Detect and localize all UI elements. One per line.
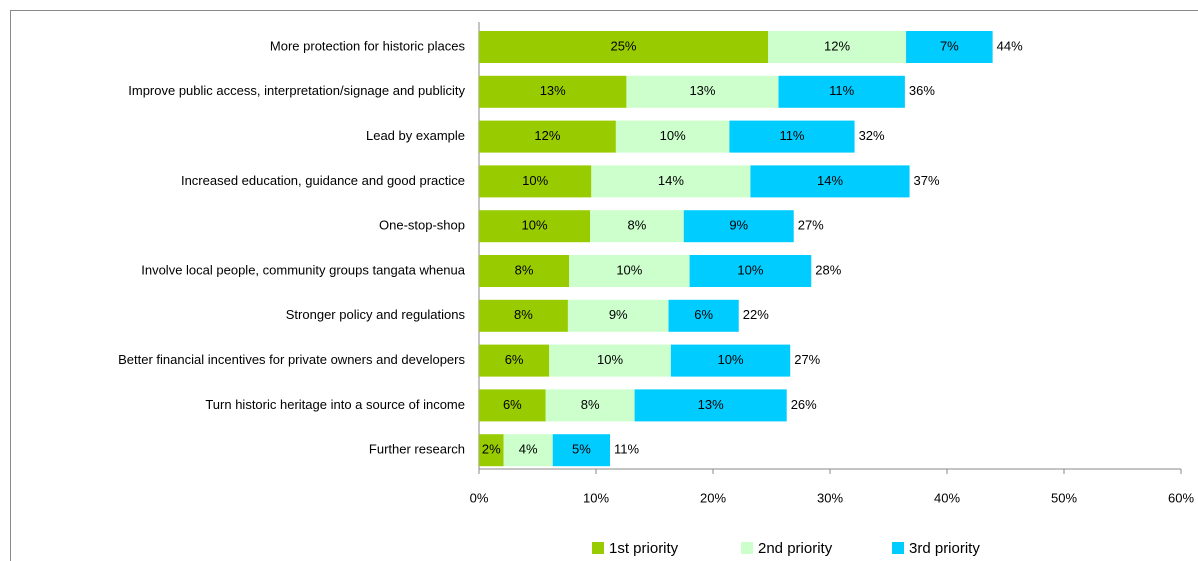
x-tick-label: 50%: [1051, 490, 1077, 505]
value-label: 9%: [609, 307, 628, 322]
legend-swatch: [592, 542, 604, 554]
value-label: 8%: [515, 262, 534, 277]
category-label: One-stop-shop: [379, 218, 465, 233]
bar-segment: [479, 344, 550, 377]
legend-swatch: [892, 542, 904, 554]
bar-segment: [479, 31, 768, 63]
value-label: 5%: [572, 442, 591, 457]
bar-segment: [729, 120, 855, 153]
value-label: 8%: [514, 307, 533, 322]
bar-segment: [767, 31, 907, 63]
value-label: 11%: [779, 128, 804, 143]
legend-label: 2nd priority: [758, 540, 833, 557]
value-label: 13%: [698, 397, 724, 412]
bar-segment: [545, 389, 635, 422]
category-label: Increased education, guidance and good p…: [181, 173, 465, 188]
bar-segment: [479, 434, 504, 467]
bar-segment: [668, 299, 739, 332]
bar-segment: [591, 165, 751, 198]
total-label: 44%: [997, 38, 1023, 53]
bar-segment: [590, 210, 684, 243]
value-label: 12%: [824, 38, 850, 53]
bar-segment: [479, 165, 592, 198]
bar-segment: [569, 255, 690, 287]
category-label: Stronger policy and regulations: [286, 307, 466, 322]
bar-segment: [479, 75, 627, 108]
bar-segment: [479, 389, 546, 422]
total-label: 32%: [859, 128, 885, 143]
x-tick-label: 40%: [934, 490, 960, 505]
value-label: 10%: [597, 352, 623, 367]
value-label: 8%: [581, 397, 600, 412]
value-label: 11%: [829, 83, 854, 98]
total-label: 37%: [914, 173, 940, 188]
x-tick-label: 60%: [1168, 490, 1194, 505]
bar-segment: [750, 165, 910, 198]
category-label: Improve public access, interpretation/si…: [128, 83, 465, 98]
bar-segment: [479, 210, 591, 243]
bar-segment: [479, 255, 570, 287]
value-label: 10%: [660, 128, 686, 143]
x-tick-label: 30%: [817, 490, 843, 505]
bar-segment: [670, 344, 791, 377]
legend-label: 1st priority: [609, 540, 679, 557]
value-label: 7%: [940, 38, 959, 53]
value-label: 4%: [519, 442, 538, 457]
value-label: 13%: [689, 83, 715, 98]
value-label: 10%: [616, 262, 642, 277]
value-label: 9%: [729, 218, 748, 233]
bar-segment: [683, 210, 794, 243]
total-label: 27%: [794, 352, 820, 367]
value-label: 14%: [817, 173, 843, 188]
bar-segment: [689, 255, 812, 287]
category-label: Further research: [369, 442, 465, 457]
value-label: 10%: [522, 218, 548, 233]
bar-segment: [634, 389, 787, 422]
value-label: 13%: [540, 83, 566, 98]
total-label: 27%: [798, 218, 824, 233]
total-label: 36%: [909, 83, 935, 98]
category-label: Involve local people, community groups t…: [141, 262, 466, 277]
category-label: Better financial incentives for private …: [118, 352, 465, 367]
value-label: 12%: [534, 128, 560, 143]
bar-segment: [479, 299, 568, 332]
total-label: 11%: [614, 442, 639, 457]
value-label: 6%: [503, 397, 522, 412]
value-label: 6%: [505, 352, 524, 367]
value-label: 10%: [737, 262, 763, 277]
category-label: Turn historic heritage into a source of …: [205, 397, 465, 412]
value-label: 25%: [610, 38, 636, 53]
total-label: 22%: [743, 307, 769, 322]
value-label: 14%: [658, 173, 684, 188]
bar-segment: [615, 120, 730, 153]
total-label: 28%: [815, 262, 841, 277]
bar-segment: [549, 344, 671, 377]
bar-segment: [479, 120, 616, 153]
value-label: 10%: [718, 352, 744, 367]
legend-label: 3rd priority: [909, 540, 980, 557]
total-label: 26%: [791, 397, 817, 412]
bar-segment: [552, 434, 611, 467]
bar-segment: [778, 75, 905, 108]
legend-swatch: [741, 542, 753, 554]
chart-frame: [10, 10, 1198, 561]
value-label: 10%: [522, 173, 548, 188]
x-tick-label: 0%: [470, 490, 489, 505]
bar-segment: [906, 31, 993, 63]
bar-segment: [567, 299, 669, 332]
value-label: 6%: [694, 307, 713, 322]
value-label: 2%: [482, 442, 501, 457]
category-label: Lead by example: [366, 128, 465, 143]
x-tick-label: 20%: [700, 490, 726, 505]
bar-segment: [503, 434, 553, 467]
bar-segment: [626, 75, 779, 108]
value-label: 8%: [628, 218, 647, 233]
category-label: More protection for historic places: [270, 38, 466, 53]
x-tick-label: 10%: [583, 490, 609, 505]
